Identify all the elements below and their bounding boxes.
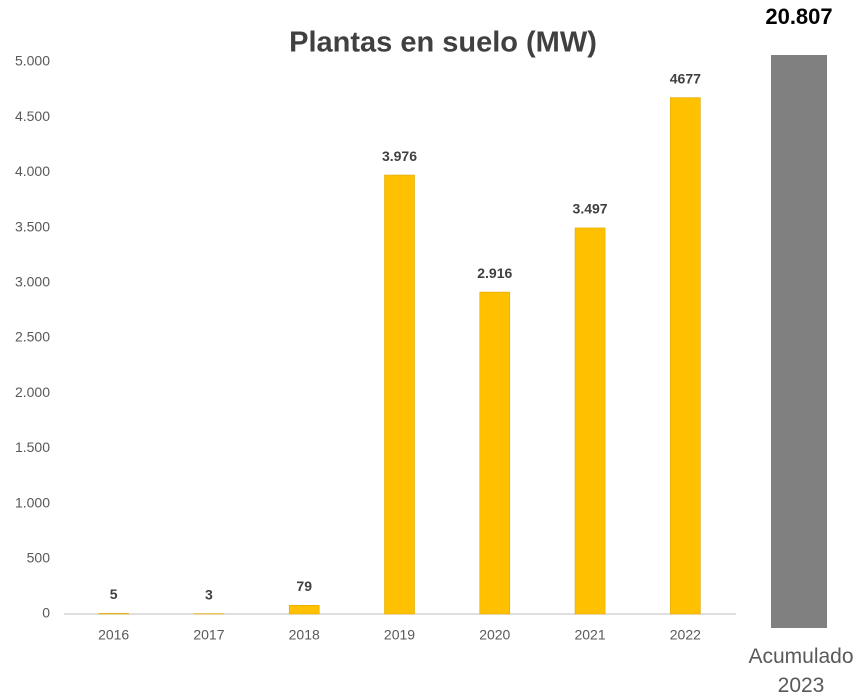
x-tick-label: 2022 — [670, 627, 701, 643]
y-tick-label: 0 — [42, 605, 50, 621]
y-tick-label: 3.500 — [15, 218, 50, 234]
x-tick-label: 2018 — [289, 627, 320, 643]
y-tick-label: 2.000 — [15, 384, 50, 400]
data-label: 5 — [110, 586, 118, 602]
y-tick-label: 4.500 — [15, 108, 50, 124]
x-tick-label: 2019 — [384, 627, 415, 643]
data-label: 4677 — [670, 70, 701, 86]
bar — [98, 613, 129, 615]
data-label: 3 — [205, 586, 213, 602]
y-tick-label: 5.000 — [15, 53, 50, 69]
y-tick-label: 3.000 — [15, 274, 50, 290]
bar — [670, 97, 701, 615]
x-tick-label: 2017 — [193, 627, 224, 643]
x-tick-label: 2016 — [98, 627, 129, 643]
data-label: 3.976 — [382, 148, 417, 164]
bar — [574, 227, 606, 615]
bar — [384, 174, 415, 615]
bar — [771, 55, 827, 628]
y-tick-label: 1.500 — [15, 439, 50, 455]
data-label: 3.497 — [573, 201, 608, 217]
x-tick-label: 2020 — [479, 627, 510, 643]
chart-title: Plantas en suelo (MW) — [289, 27, 597, 59]
bar — [288, 604, 320, 615]
data-label: 79 — [296, 578, 312, 594]
y-tick-label: 1.000 — [15, 494, 50, 510]
bar — [479, 291, 511, 615]
y-tick-label: 2.500 — [15, 329, 50, 345]
x-tick-label: Acumulado 2023 — [748, 645, 854, 697]
y-tick-label: 4.000 — [15, 163, 50, 179]
data-label: 20.807 — [765, 4, 832, 29]
data-label: 2.916 — [477, 265, 512, 281]
x-tick-label: 2021 — [574, 627, 605, 643]
y-tick-label: 500 — [27, 550, 51, 566]
